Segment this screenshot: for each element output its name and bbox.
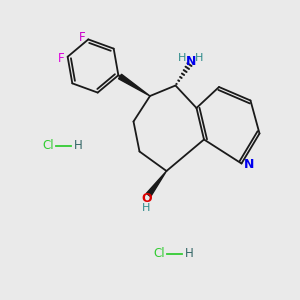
Text: H: H <box>195 52 204 63</box>
Text: F: F <box>58 52 64 65</box>
Text: H: H <box>184 247 193 260</box>
Text: H: H <box>142 202 151 213</box>
Polygon shape <box>118 74 150 96</box>
Text: Cl: Cl <box>42 139 54 152</box>
Polygon shape <box>146 171 167 196</box>
Text: H: H <box>74 139 82 152</box>
Text: N: N <box>186 55 196 68</box>
Text: Cl: Cl <box>153 247 165 260</box>
Text: O: O <box>141 191 152 205</box>
Text: H: H <box>178 52 187 63</box>
Text: F: F <box>78 32 85 44</box>
Text: N: N <box>244 158 254 172</box>
